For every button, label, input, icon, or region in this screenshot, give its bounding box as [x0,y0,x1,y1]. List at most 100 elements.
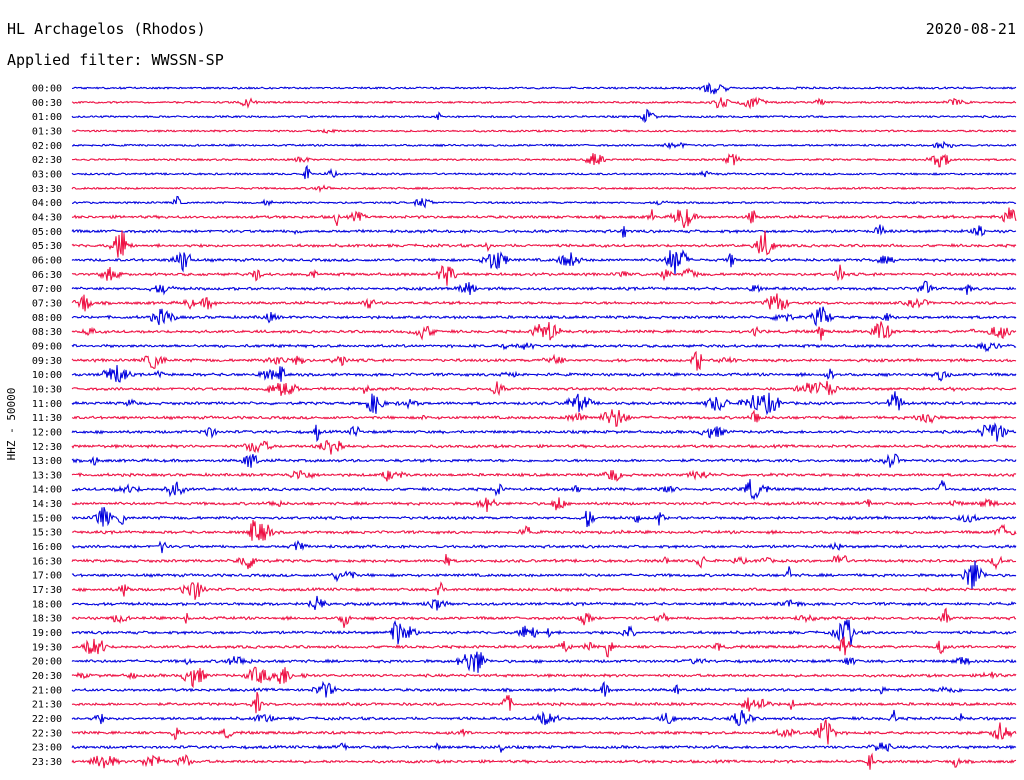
row-label: 14:30 [32,499,62,510]
row-label: 11:30 [32,413,62,424]
trace-row [71,453,1017,468]
trace-row [71,595,1017,611]
y-axis-label: HHZ - 50000 [5,388,18,461]
trace-row [71,636,1017,658]
trace-row [71,153,1017,168]
trace-row [71,497,1017,513]
row-label: 13:00 [32,456,62,467]
row-label: 08:30 [32,327,62,338]
trace-row [71,607,1017,628]
trace-row [71,391,1017,416]
trace-row [71,249,1017,275]
row-label: 18:30 [32,614,62,625]
trace-row [71,439,1017,455]
row-label: 11:00 [32,399,62,410]
row-label: 04:30 [32,212,62,223]
row-label: 03:30 [32,184,62,195]
row-label: 19:30 [32,642,62,653]
trace-row [72,195,1017,209]
row-label: 00:30 [32,98,62,109]
trace-row [71,752,1017,770]
row-label: 02:00 [32,141,62,152]
row-label: 03:00 [32,169,62,180]
trace-row [71,506,1017,528]
row-label: 05:30 [32,241,62,252]
trace-row [71,380,1017,397]
trace-row [71,469,1017,482]
filter-label: Applied filter: WWSSN-SP [7,51,224,69]
row-label: 21:00 [32,685,62,696]
row-label: 09:30 [32,356,62,367]
station-title: HL Archagelos (Rhodos) [7,20,206,38]
trace-row [71,560,1017,591]
row-label: 12:00 [32,427,62,438]
row-label: 18:00 [32,599,62,610]
trace-row [71,82,1017,95]
trace-row [71,742,1017,753]
trace-row [71,164,1017,180]
trace-row [71,553,1017,571]
row-label: 04:00 [32,198,62,209]
trace-row [71,230,1017,258]
row-label: 20:30 [32,671,62,682]
row-label: 22:00 [32,714,62,725]
row-label: 15:30 [32,528,62,539]
row-label: 14:00 [32,485,62,496]
row-label: 09:00 [32,341,62,352]
row-label: 01:30 [32,126,62,137]
trace-row [71,479,1017,501]
row-label: 19:00 [32,628,62,639]
row-label: 16:30 [32,556,62,567]
row-label: 15:00 [32,513,62,524]
row-label: 00:00 [32,84,62,95]
row-label: 08:00 [32,313,62,324]
trace-row [71,719,1017,745]
row-label: 07:30 [32,298,62,309]
trace-row [71,341,1017,353]
trace-row [71,207,1017,229]
row-label: 01:00 [32,112,62,123]
trace-row [71,539,1017,554]
trace-row [71,184,1016,194]
row-label: 05:00 [32,227,62,238]
date-label: 2020-08-21 [925,20,1016,38]
trace-row [71,409,1017,427]
row-label: 16:00 [32,542,62,553]
row-label: 06:30 [32,270,62,281]
trace-row [71,321,1017,341]
row-label: 02:30 [32,155,62,166]
trace-row [71,224,1017,238]
trace-row [71,709,1017,727]
row-label: 17:00 [32,571,62,582]
row-label: 21:30 [32,700,62,711]
trace-row [71,422,1017,443]
trace-row [71,264,1017,286]
row-label: 10:30 [32,384,62,395]
row-label: 17:30 [32,585,62,596]
trace-row [71,692,1017,714]
trace-row [71,581,1017,600]
trace-row [71,140,1017,150]
row-label: 06:00 [32,255,62,266]
trace-row [71,619,1017,646]
trace-row [71,519,1017,541]
trace-row [71,128,1017,134]
trace-group [71,82,1017,770]
row-label: 22:30 [32,728,62,739]
trace-row [71,280,1017,296]
trace-row [71,350,1017,371]
row-label: 20:00 [32,657,62,668]
row-label: 23:30 [32,757,62,768]
trace-row [71,365,1017,383]
row-label: 12:30 [32,442,62,453]
trace-row [71,680,1017,698]
row-label: 13:30 [32,470,62,481]
trace-row [71,96,1017,110]
row-label: 10:00 [32,370,62,381]
row-label-group: 00:00 00:30 01:00 01:30 02:00 02:30 03:00 03:30… [32,84,62,769]
trace-row [71,666,1017,689]
trace-row [71,108,1017,124]
trace-row [71,293,1017,312]
row-label: 07:00 [32,284,62,295]
